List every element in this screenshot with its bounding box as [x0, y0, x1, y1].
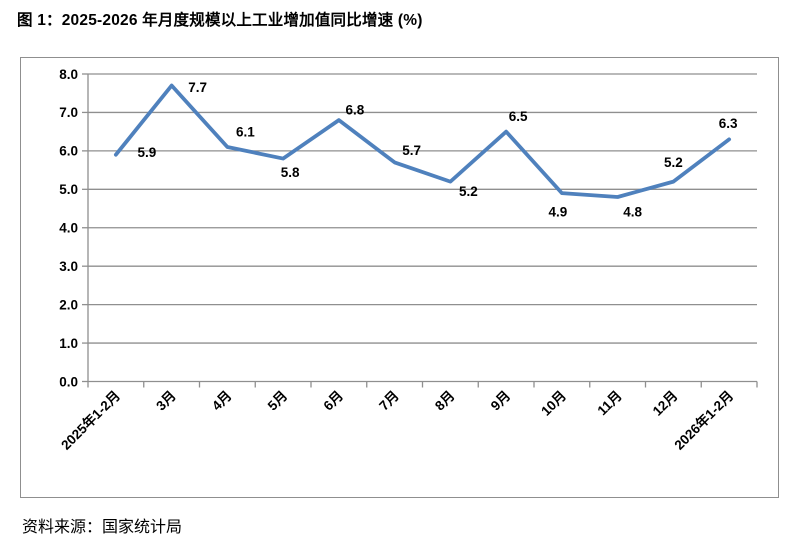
y-tick-label: 7.0 [59, 105, 78, 120]
data-label: 6.5 [509, 109, 528, 124]
data-label: 7.7 [188, 80, 207, 95]
figure-title: 图 1：2025-2026 年月度规模以上工业增加值同比增速 (%) [17, 12, 423, 29]
y-tick-label: 4.0 [59, 221, 78, 236]
data-label: 6.1 [236, 125, 255, 140]
x-axis-labels: 2025年1-2月 3月 4月 5月 6月 7月 8月 9月 10月 11月 12月2026年1-2… [58, 387, 737, 452]
x-tick-label: 10月 [538, 388, 569, 419]
data-label: 6.8 [345, 103, 364, 118]
x-tick-label: 4月 [209, 388, 234, 413]
y-tick-label: 2.0 [59, 297, 78, 312]
data-labels: 5.9 7.7 6.1 5.8 6.8 5.7 5.2 6.5 4.9 4.8 5.2 6.3 [137, 80, 738, 220]
line-chart: 0.0 1.0 2.0 3.0 4.0 5.0 6.0 7.0 8.0 2025年1-2月 3月 4月… [58, 67, 758, 453]
y-tick-label: 0.0 [59, 374, 78, 389]
y-tick-label: 8.0 [59, 67, 78, 82]
y-axis-labels: 0.0 1.0 2.0 3.0 4.0 5.0 6.0 7.0 8.0 [59, 67, 78, 389]
x-tick-label: 3月 [153, 388, 178, 413]
trend-line [113, 83, 732, 199]
data-label: 5.9 [137, 145, 156, 160]
y-tick-label: 5.0 [59, 182, 78, 197]
x-tick-label: 8月 [432, 388, 457, 413]
gridlines [88, 73, 757, 383]
x-tick-label: 12月 [650, 388, 681, 419]
x-tick-label: 9月 [488, 388, 513, 413]
data-label: 5.8 [281, 165, 300, 180]
source-note: 资料来源：国家统计局 [22, 519, 183, 536]
data-label: 4.8 [623, 205, 642, 220]
x-tick-label: 11月 [594, 388, 624, 418]
axes [82, 73, 758, 388]
y-tick-label: 3.0 [59, 259, 78, 274]
y-tick-label: 1.0 [59, 336, 78, 351]
chart-container: 0.0 1.0 2.0 3.0 4.0 5.0 6.0 7.0 8.0 2025年1-2月 3月 4月… [20, 57, 779, 498]
data-label: 5.2 [459, 184, 478, 199]
data-label: 4.9 [548, 205, 567, 220]
data-label: 6.3 [719, 116, 738, 131]
x-tick-label: 7月 [376, 388, 401, 413]
data-label: 5.2 [664, 155, 683, 170]
x-tick-label: 2025年1-2月 [58, 387, 123, 452]
x-tick-label: 6月 [321, 388, 346, 413]
data-label: 5.7 [402, 143, 421, 158]
x-tick-label: 2026年1-2月 [671, 387, 736, 452]
x-tick-label: 5月 [265, 388, 290, 413]
y-tick-label: 6.0 [59, 144, 78, 159]
